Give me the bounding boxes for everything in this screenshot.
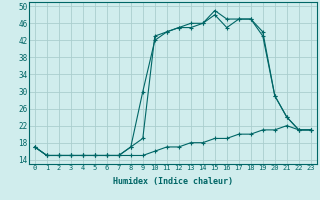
X-axis label: Humidex (Indice chaleur): Humidex (Indice chaleur)	[113, 177, 233, 186]
